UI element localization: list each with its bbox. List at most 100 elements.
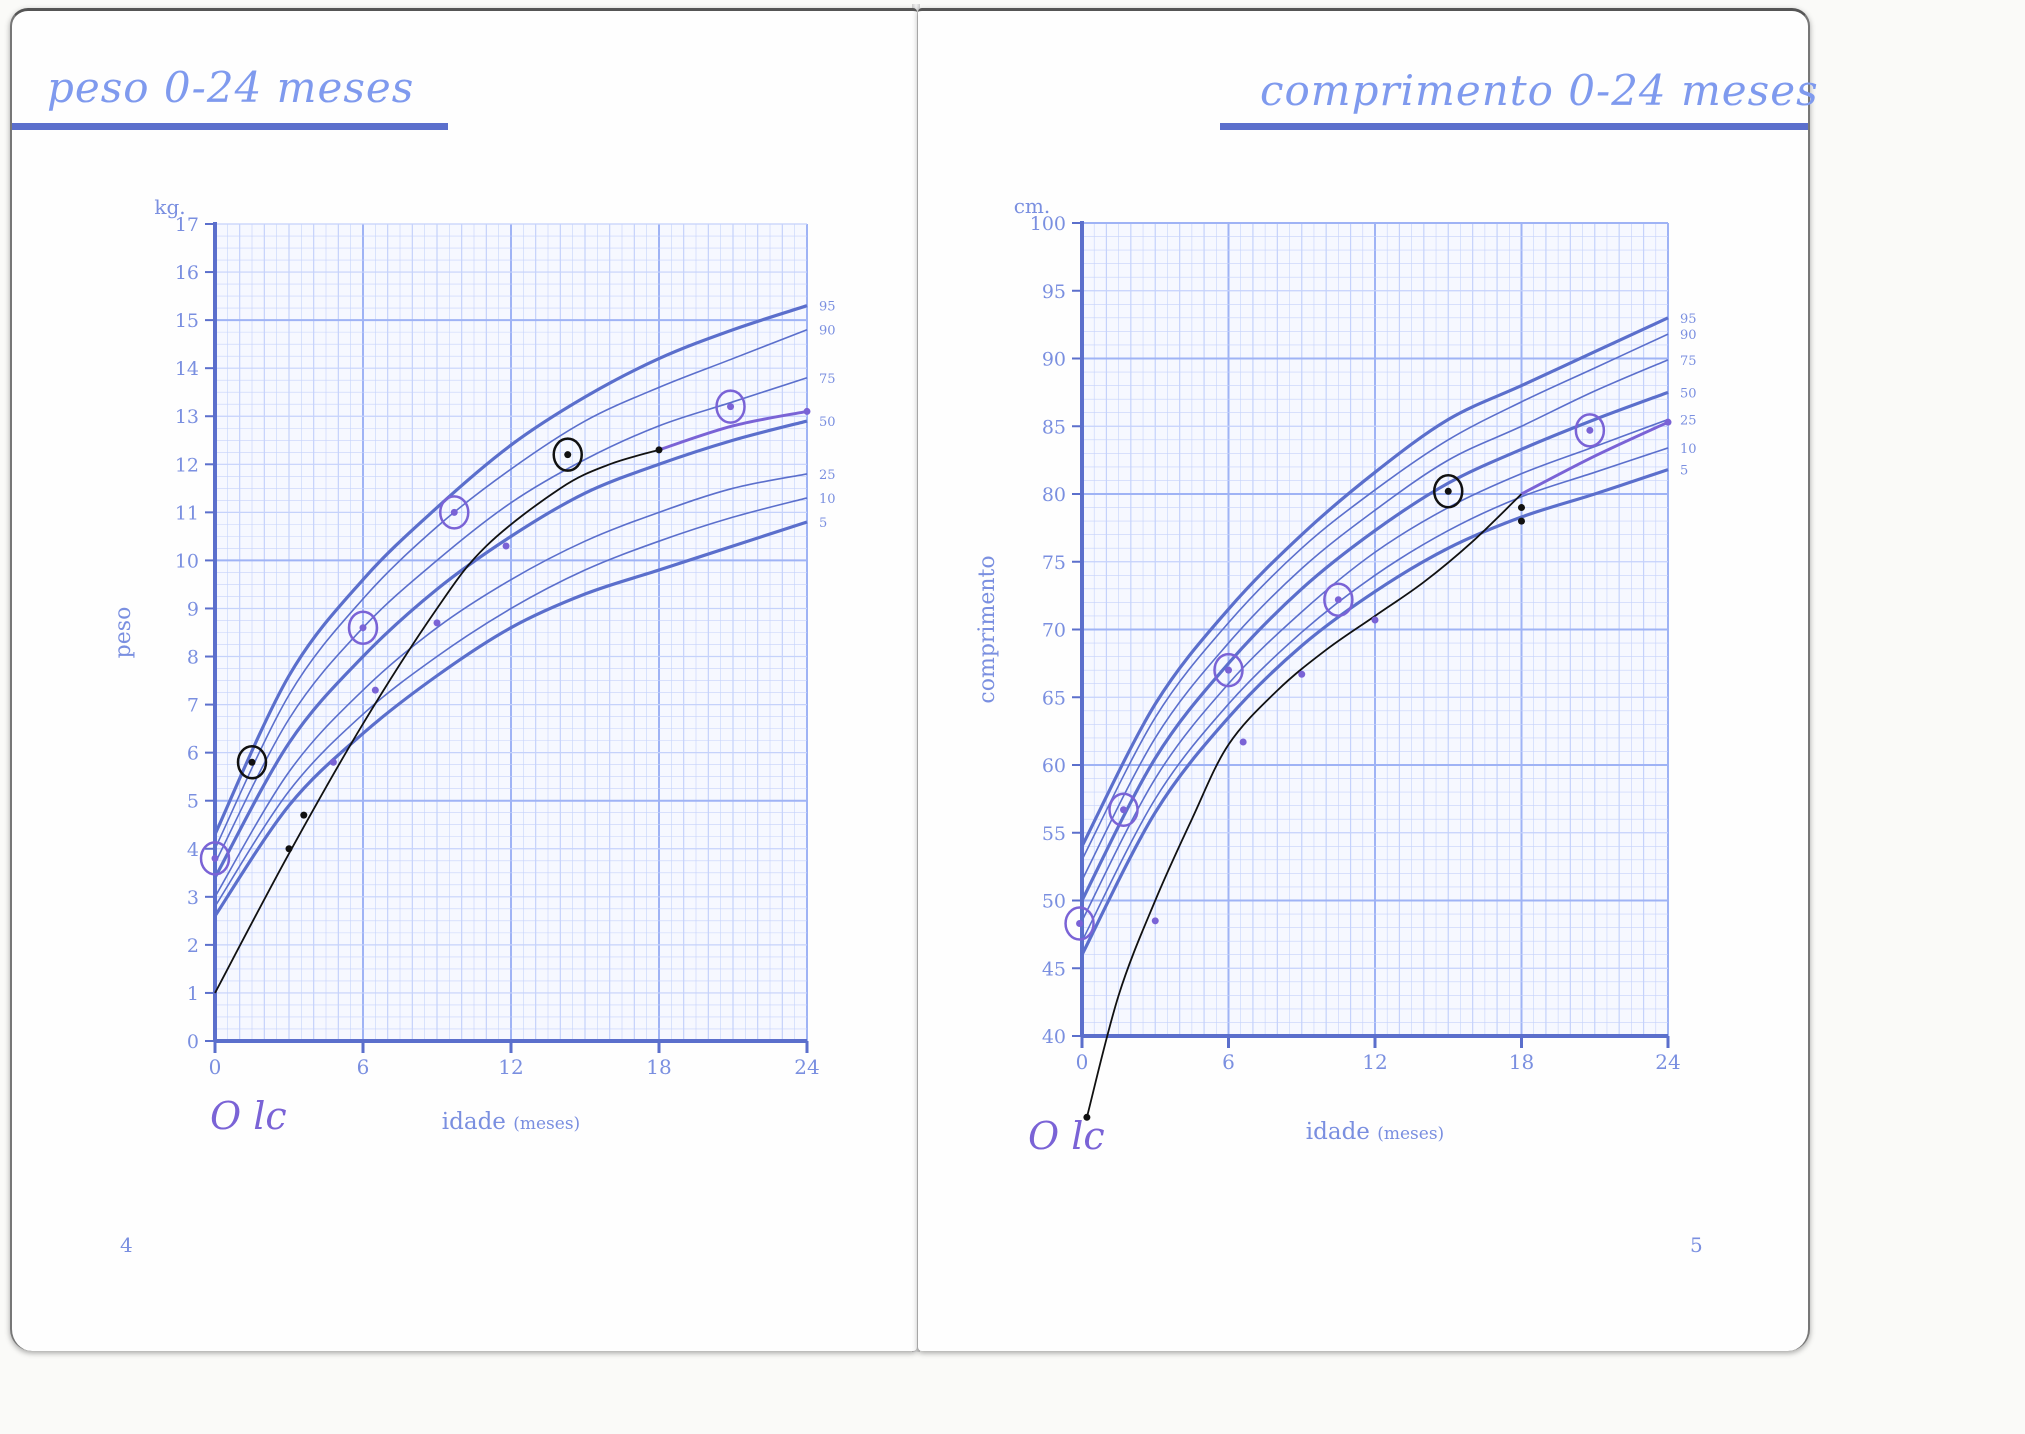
measurement-circle [347, 610, 379, 645]
x-tick-label: 12 [498, 1055, 523, 1079]
y-tick-label: 70 [1042, 620, 1066, 642]
percentile-curve-75 [1081, 359, 1669, 881]
y-tick-label: 90 [1042, 349, 1066, 371]
percentile-label: 25 [1680, 413, 1697, 428]
measurement-point [564, 451, 572, 459]
measurement-point [1586, 426, 1594, 434]
measurement-point [359, 624, 367, 632]
y-tick-label: 65 [1042, 687, 1066, 709]
page-number: 5 [1690, 1233, 1703, 1257]
measurement-circle [552, 437, 583, 472]
percentile-label: 10 [819, 492, 836, 507]
y-tick-label: 1 [187, 983, 199, 1005]
y-axis-label: comprimento [975, 555, 1000, 703]
y-tick-label: 95 [1042, 281, 1066, 303]
y-tick-label: 14 [175, 358, 199, 380]
measurement-circle [1108, 792, 1139, 827]
measurement-circle [1323, 582, 1354, 617]
measurement-point [1076, 920, 1084, 928]
x-tick-label: 18 [1509, 1050, 1534, 1074]
length-title-rule [1220, 123, 1808, 130]
x-tick-label: 0 [1076, 1050, 1089, 1074]
page-number: 4 [120, 1233, 133, 1257]
measurement-circle [236, 745, 268, 780]
percentile-curve-5 [213, 520, 808, 917]
y-tick-label: 55 [1042, 823, 1066, 845]
percentile-label: 75 [819, 372, 836, 387]
measurement-circle [715, 389, 746, 424]
percentile-label: 95 [1680, 312, 1697, 327]
pencil-growth-line [214, 449, 660, 994]
x-axis-label: idade (meses) [442, 1109, 580, 1135]
measurement-point [655, 446, 663, 454]
y-tick-label: 10 [175, 550, 199, 572]
percentile-curve-50 [213, 419, 808, 879]
measurement-point [1151, 917, 1159, 925]
percentile-label: 95 [819, 300, 836, 315]
measurement-point [248, 758, 256, 766]
y-tick-label: 100 [1030, 213, 1066, 235]
measurement-point [502, 542, 510, 550]
percentile-label: 25 [819, 468, 836, 483]
percentile-curve-95 [213, 304, 808, 836]
measurement-circle [1064, 906, 1095, 941]
y-tick-label: 85 [1042, 416, 1066, 438]
handwritten-note: O lc [1028, 1114, 1105, 1158]
y-tick-label: 4 [187, 839, 199, 861]
y-tick-label: 60 [1042, 755, 1066, 777]
y-tick-label: 50 [1042, 891, 1066, 913]
percentile-label: 5 [819, 516, 827, 531]
measurement-point [1518, 517, 1525, 525]
percentile-label: 90 [1680, 328, 1697, 343]
measurement-point [1371, 616, 1379, 624]
percentile-curve-10 [214, 497, 808, 907]
y-tick-label: 11 [175, 502, 199, 524]
x-tick-label: 0 [209, 1055, 222, 1079]
measurement-point [1225, 666, 1232, 674]
percentile-curve-50 [1080, 390, 1669, 902]
x-tick-label: 18 [646, 1055, 671, 1079]
y-tick-label: 17 [175, 214, 199, 236]
x-tick-label: 24 [1655, 1050, 1680, 1074]
length-page-title: comprimento 0-24 meses [1260, 66, 1819, 115]
y-tick-label: 7 [187, 695, 199, 717]
handwritten-note: O lc [210, 1094, 287, 1138]
measurement-point [450, 508, 458, 516]
y-tick-label: 8 [187, 647, 199, 669]
percentile-curve-10 [1081, 447, 1669, 942]
percentile-label: 50 [819, 415, 836, 430]
percentile-curve-25 [1081, 418, 1669, 922]
measurement-point [1518, 504, 1525, 512]
measurement-point [1444, 487, 1452, 495]
measurement-point [803, 407, 811, 415]
percentile-label: 10 [1680, 442, 1697, 457]
measurement-point [1334, 596, 1342, 604]
x-axis-label: idade (meses) [1306, 1119, 1444, 1145]
measurement-point [1120, 806, 1128, 814]
measurement-circle [439, 495, 470, 530]
percentile-curve-25 [214, 473, 808, 898]
pencil-growth-line [1086, 493, 1523, 1118]
y-tick-label: 16 [175, 262, 199, 284]
percentile-curve-90 [214, 328, 808, 850]
y-tick-label: 80 [1042, 484, 1066, 506]
weight-page-title: peso 0-24 meses [47, 63, 415, 112]
percentile-label: 75 [1680, 354, 1697, 369]
y-unit-label: kg. [154, 195, 185, 219]
y-tick-label: 13 [175, 406, 199, 428]
y-tick-label: 9 [187, 598, 199, 620]
y-tick-label: 3 [187, 887, 199, 909]
x-tick-label: 6 [357, 1055, 370, 1079]
y-tick-label: 12 [175, 454, 199, 476]
y-tick-label: 6 [187, 743, 199, 765]
measurement-point [371, 686, 379, 694]
x-axis-label-main: idade [442, 1109, 513, 1135]
measurement-point [1664, 418, 1672, 426]
y-unit-label: cm. [1014, 194, 1051, 218]
percentile-label: 90 [819, 324, 836, 339]
y-tick-label: 45 [1042, 958, 1066, 980]
measurement-circle [199, 841, 231, 876]
measurement-point [1298, 670, 1306, 678]
measurement-point [211, 854, 219, 862]
